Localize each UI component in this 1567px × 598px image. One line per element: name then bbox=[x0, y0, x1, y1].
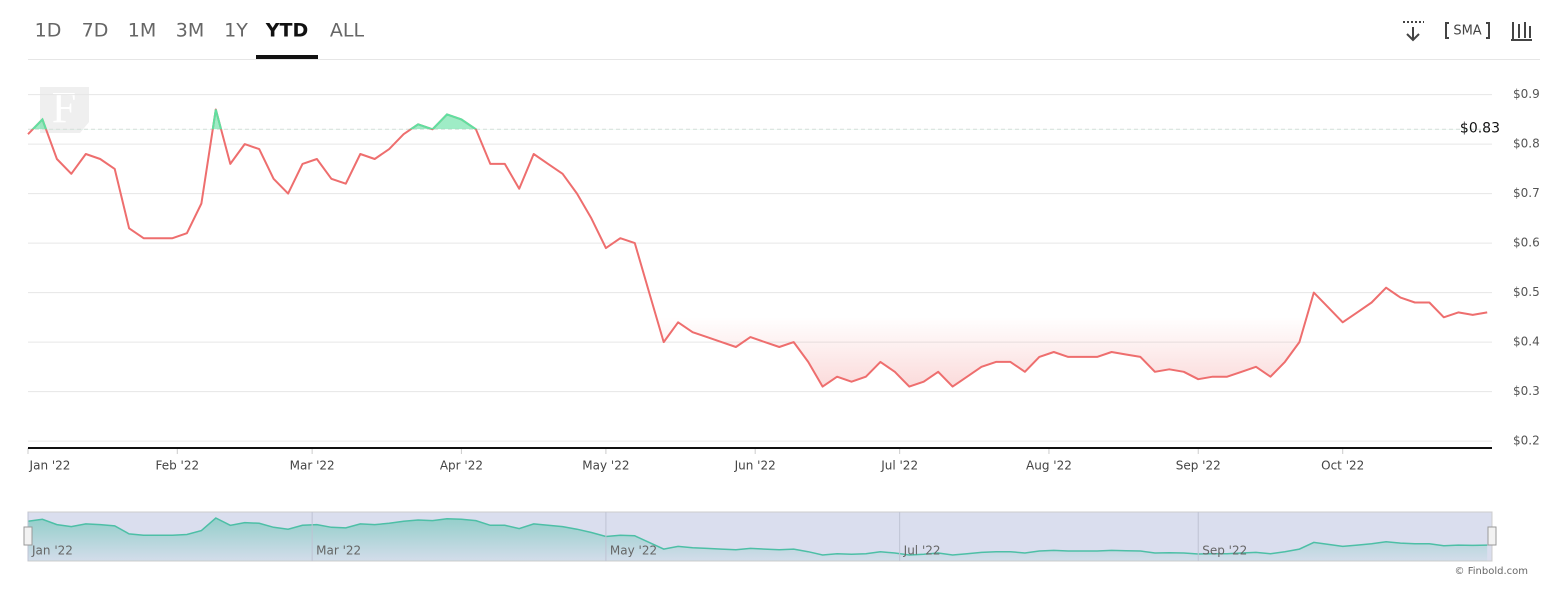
x-tick-label: Feb '22 bbox=[155, 459, 199, 473]
navigator-tick-label: Jul '22 bbox=[903, 544, 941, 558]
range-tab[interactable]: YTD bbox=[265, 20, 309, 42]
sma-label: SMA bbox=[1453, 24, 1481, 39]
range-tab[interactable]: 1Y bbox=[224, 20, 248, 42]
y-tick-label: $0.5 bbox=[1513, 285, 1540, 299]
x-tick-label: Jul '22 bbox=[880, 459, 918, 473]
area-down bbox=[28, 129, 1488, 387]
navigator-tick-label: May '22 bbox=[610, 544, 657, 558]
navigator-handle[interactable] bbox=[23, 526, 33, 546]
range-tab[interactable]: 1M bbox=[128, 20, 156, 42]
navigator-tick-label: Mar '22 bbox=[316, 544, 361, 558]
x-tick-label: May '22 bbox=[582, 459, 629, 473]
watermark: F bbox=[40, 83, 89, 133]
navigator-handle[interactable] bbox=[1487, 526, 1497, 546]
x-tick-label: Jun '22 bbox=[734, 459, 776, 473]
y-tick-label: $0.7 bbox=[1513, 186, 1540, 200]
y-tick-label: $0.2 bbox=[1513, 434, 1540, 448]
range-tab[interactable]: ALL bbox=[330, 20, 365, 42]
y-tick-label: $0.6 bbox=[1513, 236, 1540, 250]
y-tick-label: $0.3 bbox=[1513, 384, 1540, 398]
price-line bbox=[27, 108, 1488, 388]
x-tick-label: Apr '22 bbox=[440, 459, 483, 473]
navigator-line bbox=[27, 517, 1488, 556]
navigator-area bbox=[28, 518, 1488, 561]
download-icon[interactable] bbox=[1403, 21, 1424, 42]
credit: © Finbold.com bbox=[1455, 566, 1528, 577]
x-tick-label: Jan '22 bbox=[29, 459, 71, 473]
range-tab[interactable]: 3M bbox=[176, 20, 204, 42]
candlestick-icon[interactable] bbox=[1511, 22, 1532, 41]
watermark-text: F bbox=[52, 83, 76, 132]
x-tick-label: Mar '22 bbox=[290, 459, 335, 473]
active-tab-underline bbox=[256, 55, 318, 59]
y-tick-label: $0.9 bbox=[1513, 87, 1540, 101]
x-tick-label: Oct '22 bbox=[1321, 459, 1364, 473]
sma-button[interactable]: SMA bbox=[1445, 22, 1490, 39]
range-tab[interactable]: 7D bbox=[82, 20, 109, 42]
navigator-tick-label: Sep '22 bbox=[1202, 544, 1247, 558]
navigator-tick-label: Jan '22 bbox=[31, 544, 73, 558]
x-tick-label: Aug '22 bbox=[1026, 459, 1072, 473]
range-tab[interactable]: 1D bbox=[35, 20, 62, 42]
y-tick-label: $0.8 bbox=[1513, 137, 1540, 151]
x-tick-label: Sep '22 bbox=[1176, 459, 1221, 473]
y-tick-label: $0.4 bbox=[1513, 335, 1540, 349]
